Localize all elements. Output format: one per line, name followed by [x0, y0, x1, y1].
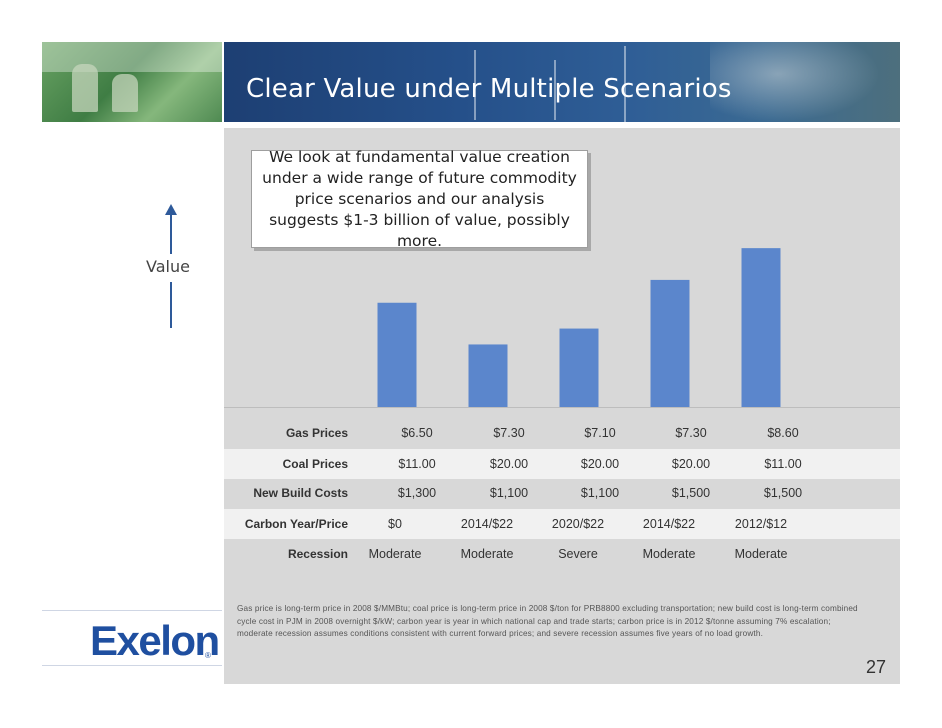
table-cell: $1,500 — [763, 486, 803, 500]
chart-baseline — [224, 407, 900, 408]
table-cell: Moderate — [642, 547, 696, 561]
table-cell: $20.00 — [489, 457, 529, 471]
chart-bar — [468, 344, 508, 407]
table-cell: $11.00 — [398, 457, 436, 471]
table-cell: Severe — [558, 547, 598, 561]
table-cell: $11.00 — [764, 457, 802, 471]
registered-mark: ® — [205, 651, 211, 660]
table-cell: $7.30 — [675, 426, 707, 440]
wind-turbine-image — [474, 50, 476, 120]
table-row-recession: Recession Moderate Moderate Severe Moder… — [224, 539, 900, 569]
footnote: Gas price is long-term price in 2008 $/M… — [237, 604, 858, 639]
table-row-gas: Gas Prices $6.50 $7.30 $7.10 $7.30 $8.60 — [224, 418, 900, 448]
page-number: 27 — [866, 657, 887, 677]
power-plant-photo — [42, 42, 222, 122]
table-cell: $1,300 — [397, 486, 437, 500]
exelon-logo: Exelon ® — [90, 617, 220, 665]
chart-bar — [741, 248, 781, 407]
table-cell: $1,100 — [489, 486, 529, 500]
table-cell: $20.00 — [671, 457, 711, 471]
row-label: Gas Prices — [285, 426, 348, 440]
table-cell: $6.50 — [401, 426, 433, 440]
table-cell: Moderate — [734, 547, 788, 561]
row-label: New Build Costs — [253, 486, 348, 500]
value-arrow-shaft — [170, 282, 172, 328]
logo-divider — [42, 665, 222, 666]
chart-bar — [559, 328, 599, 407]
value-arrow-shaft — [170, 214, 172, 254]
table-cell: 2014/$22 — [642, 517, 696, 531]
photo-haze — [42, 42, 222, 72]
value-axis-label: Value — [146, 257, 190, 276]
table-cell: $7.10 — [584, 426, 616, 440]
table-cell: $1,100 — [580, 486, 620, 500]
table-cell: $7.30 — [493, 426, 525, 440]
chart-bar — [650, 279, 690, 407]
table-cell: Moderate — [368, 547, 422, 561]
table-cell: $1,500 — [671, 486, 711, 500]
table-cell: 2012/$12 — [734, 517, 788, 531]
table-row-new-build: New Build Costs $1,300 $1,100 $1,100 $1,… — [224, 478, 900, 508]
workers-photo — [710, 42, 880, 122]
chart-bar — [377, 302, 417, 407]
row-label: Carbon Year/Price — [244, 517, 348, 531]
table-row-coal: Coal Prices $11.00 $20.00 $20.00 $20.00 … — [224, 449, 900, 479]
row-label: Coal Prices — [282, 457, 348, 471]
title-banner: Clear Value under Multiple Scenarios — [224, 42, 900, 122]
logo-wordmark: Exelon — [90, 617, 220, 664]
slide-title: Clear Value under Multiple Scenarios — [246, 74, 732, 104]
callout-box: We look at fundamental value creation un… — [251, 148, 588, 250]
logo-divider — [42, 610, 222, 611]
table-cell: 2014/$22 — [460, 517, 514, 531]
wind-turbine-image — [554, 60, 556, 120]
table-row-carbon: Carbon Year/Price $0 2014/$22 2020/$22 2… — [224, 509, 900, 539]
wind-turbine-image — [624, 46, 626, 122]
table-cell: $8.60 — [767, 426, 799, 440]
cooling-tower-image — [72, 64, 98, 112]
row-label: Recession — [287, 547, 348, 561]
arrow-up-icon — [165, 204, 177, 215]
cooling-tower-image — [112, 74, 138, 112]
table-cell: Moderate — [460, 547, 514, 561]
table-cell: $20.00 — [580, 457, 620, 471]
callout-text: We look at fundamental value creation un… — [262, 147, 577, 250]
bar-chart — [377, 248, 781, 407]
table-cell: $0 — [388, 517, 402, 531]
table-cell: 2020/$22 — [551, 517, 605, 531]
